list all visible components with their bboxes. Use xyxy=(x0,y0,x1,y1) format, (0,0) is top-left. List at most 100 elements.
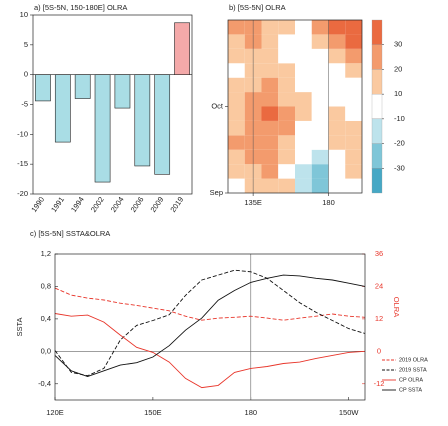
heat-cell xyxy=(295,120,312,136)
heat-cell xyxy=(345,63,362,78)
heat-cell xyxy=(328,106,346,121)
heat-cell xyxy=(328,164,346,179)
colorbar-segment xyxy=(371,118,383,144)
heat-cell xyxy=(261,106,279,121)
heat-cell xyxy=(228,149,245,165)
heat-cell xyxy=(295,34,312,49)
heat-cell xyxy=(261,164,279,179)
colorbar-segment xyxy=(371,44,383,70)
y-tick-label: -15 xyxy=(17,159,28,168)
heat-cell xyxy=(261,20,279,35)
heat-cell xyxy=(295,92,312,107)
x-tick-label: 1990 xyxy=(29,195,46,214)
y-tick-label: 0,8 xyxy=(41,281,51,290)
y-tick-label: 5 xyxy=(24,40,28,49)
heat-cell xyxy=(228,106,245,121)
heat-cell xyxy=(311,149,329,165)
bar xyxy=(74,74,91,99)
heat-cell xyxy=(311,77,329,93)
y-tick-label: 10 xyxy=(20,10,28,19)
heat-cell xyxy=(328,77,346,93)
y2-tick-label: 0 xyxy=(377,346,381,355)
heat-cell xyxy=(328,92,346,107)
colorbar-label: 30 xyxy=(394,40,402,49)
bar xyxy=(54,74,71,143)
y2-tick-label: 12 xyxy=(375,314,383,323)
legend-label: CP SSTA xyxy=(399,387,422,393)
heat-cell xyxy=(228,135,245,150)
colorbar-label: -20 xyxy=(394,139,405,148)
y2-tick-label: 24 xyxy=(375,281,383,290)
series-line xyxy=(54,269,366,377)
heat-cell xyxy=(261,92,279,107)
y2-axis-label: OLRA xyxy=(392,297,401,317)
x-tick-label: 180 xyxy=(245,408,258,417)
bar xyxy=(134,74,151,167)
series-line xyxy=(54,274,366,377)
x-tick-label: 2019 xyxy=(168,195,185,214)
colorbar-segment xyxy=(371,168,383,194)
heat-cell xyxy=(311,164,329,179)
heat-cell xyxy=(345,149,362,165)
plot-frame xyxy=(32,14,193,195)
y-tick-label: 0,0 xyxy=(41,346,51,355)
x-tick-label: 2006 xyxy=(129,195,146,214)
series-line xyxy=(54,313,366,389)
heat-cell xyxy=(261,34,279,49)
heat-cell xyxy=(311,135,329,150)
heat-cell xyxy=(295,135,312,150)
heat-cell xyxy=(328,135,346,150)
bar xyxy=(114,74,131,109)
colorbar-segment xyxy=(371,69,383,95)
x-tick-label: 180 xyxy=(322,198,335,207)
heat-cell xyxy=(345,77,362,93)
x-tick-label: 120E xyxy=(46,408,64,417)
heat-cell xyxy=(278,149,295,165)
colorbar-segment xyxy=(371,93,383,120)
heat-cell xyxy=(311,63,329,78)
series-line xyxy=(54,287,366,321)
heat-cell xyxy=(278,34,295,49)
heat-cell xyxy=(328,34,346,49)
y2-tick-label: -12 xyxy=(374,379,385,388)
heat-cell xyxy=(228,120,245,136)
heat-cell xyxy=(328,48,346,64)
heat-cell xyxy=(228,164,245,179)
heat-cell xyxy=(278,135,295,150)
heat-cell xyxy=(345,135,362,150)
heat-cell xyxy=(295,106,312,121)
heat-cell xyxy=(228,63,245,78)
colorbar-label: 20 xyxy=(394,64,402,73)
heat-cell xyxy=(228,34,245,49)
heat-cell xyxy=(278,164,295,179)
heat-cell xyxy=(311,120,329,136)
panel-b-title: b) [5S-5N] OLRA xyxy=(229,3,286,12)
y-tick-label: 1,2 xyxy=(41,249,51,258)
heat-cell xyxy=(311,20,329,35)
colorbar-label: -30 xyxy=(394,163,405,172)
heat-cell xyxy=(295,20,312,35)
heat-cell xyxy=(228,92,245,107)
heat-cell xyxy=(311,106,329,121)
heat-cell xyxy=(278,48,295,64)
heat-cell xyxy=(295,63,312,78)
heat-cell xyxy=(295,48,312,64)
heat-cell xyxy=(311,48,329,64)
y-tick-label: Oct xyxy=(211,101,224,110)
x-tick-label: 150E xyxy=(144,408,162,417)
heat-cell xyxy=(261,77,279,93)
heat-cell xyxy=(261,135,279,150)
heat-cell xyxy=(345,48,362,64)
heat-cell xyxy=(345,20,362,35)
x-tick-label: 1991 xyxy=(49,195,66,214)
heat-cell xyxy=(295,178,312,193)
heat-cell xyxy=(261,63,279,78)
heat-cell xyxy=(345,34,362,49)
colorbar-label: -10 xyxy=(394,114,405,123)
heat-cell xyxy=(328,63,346,78)
heat-cell xyxy=(311,34,329,49)
heat-cell xyxy=(295,149,312,165)
heat-cell xyxy=(328,178,346,193)
heat-cell xyxy=(278,106,295,121)
